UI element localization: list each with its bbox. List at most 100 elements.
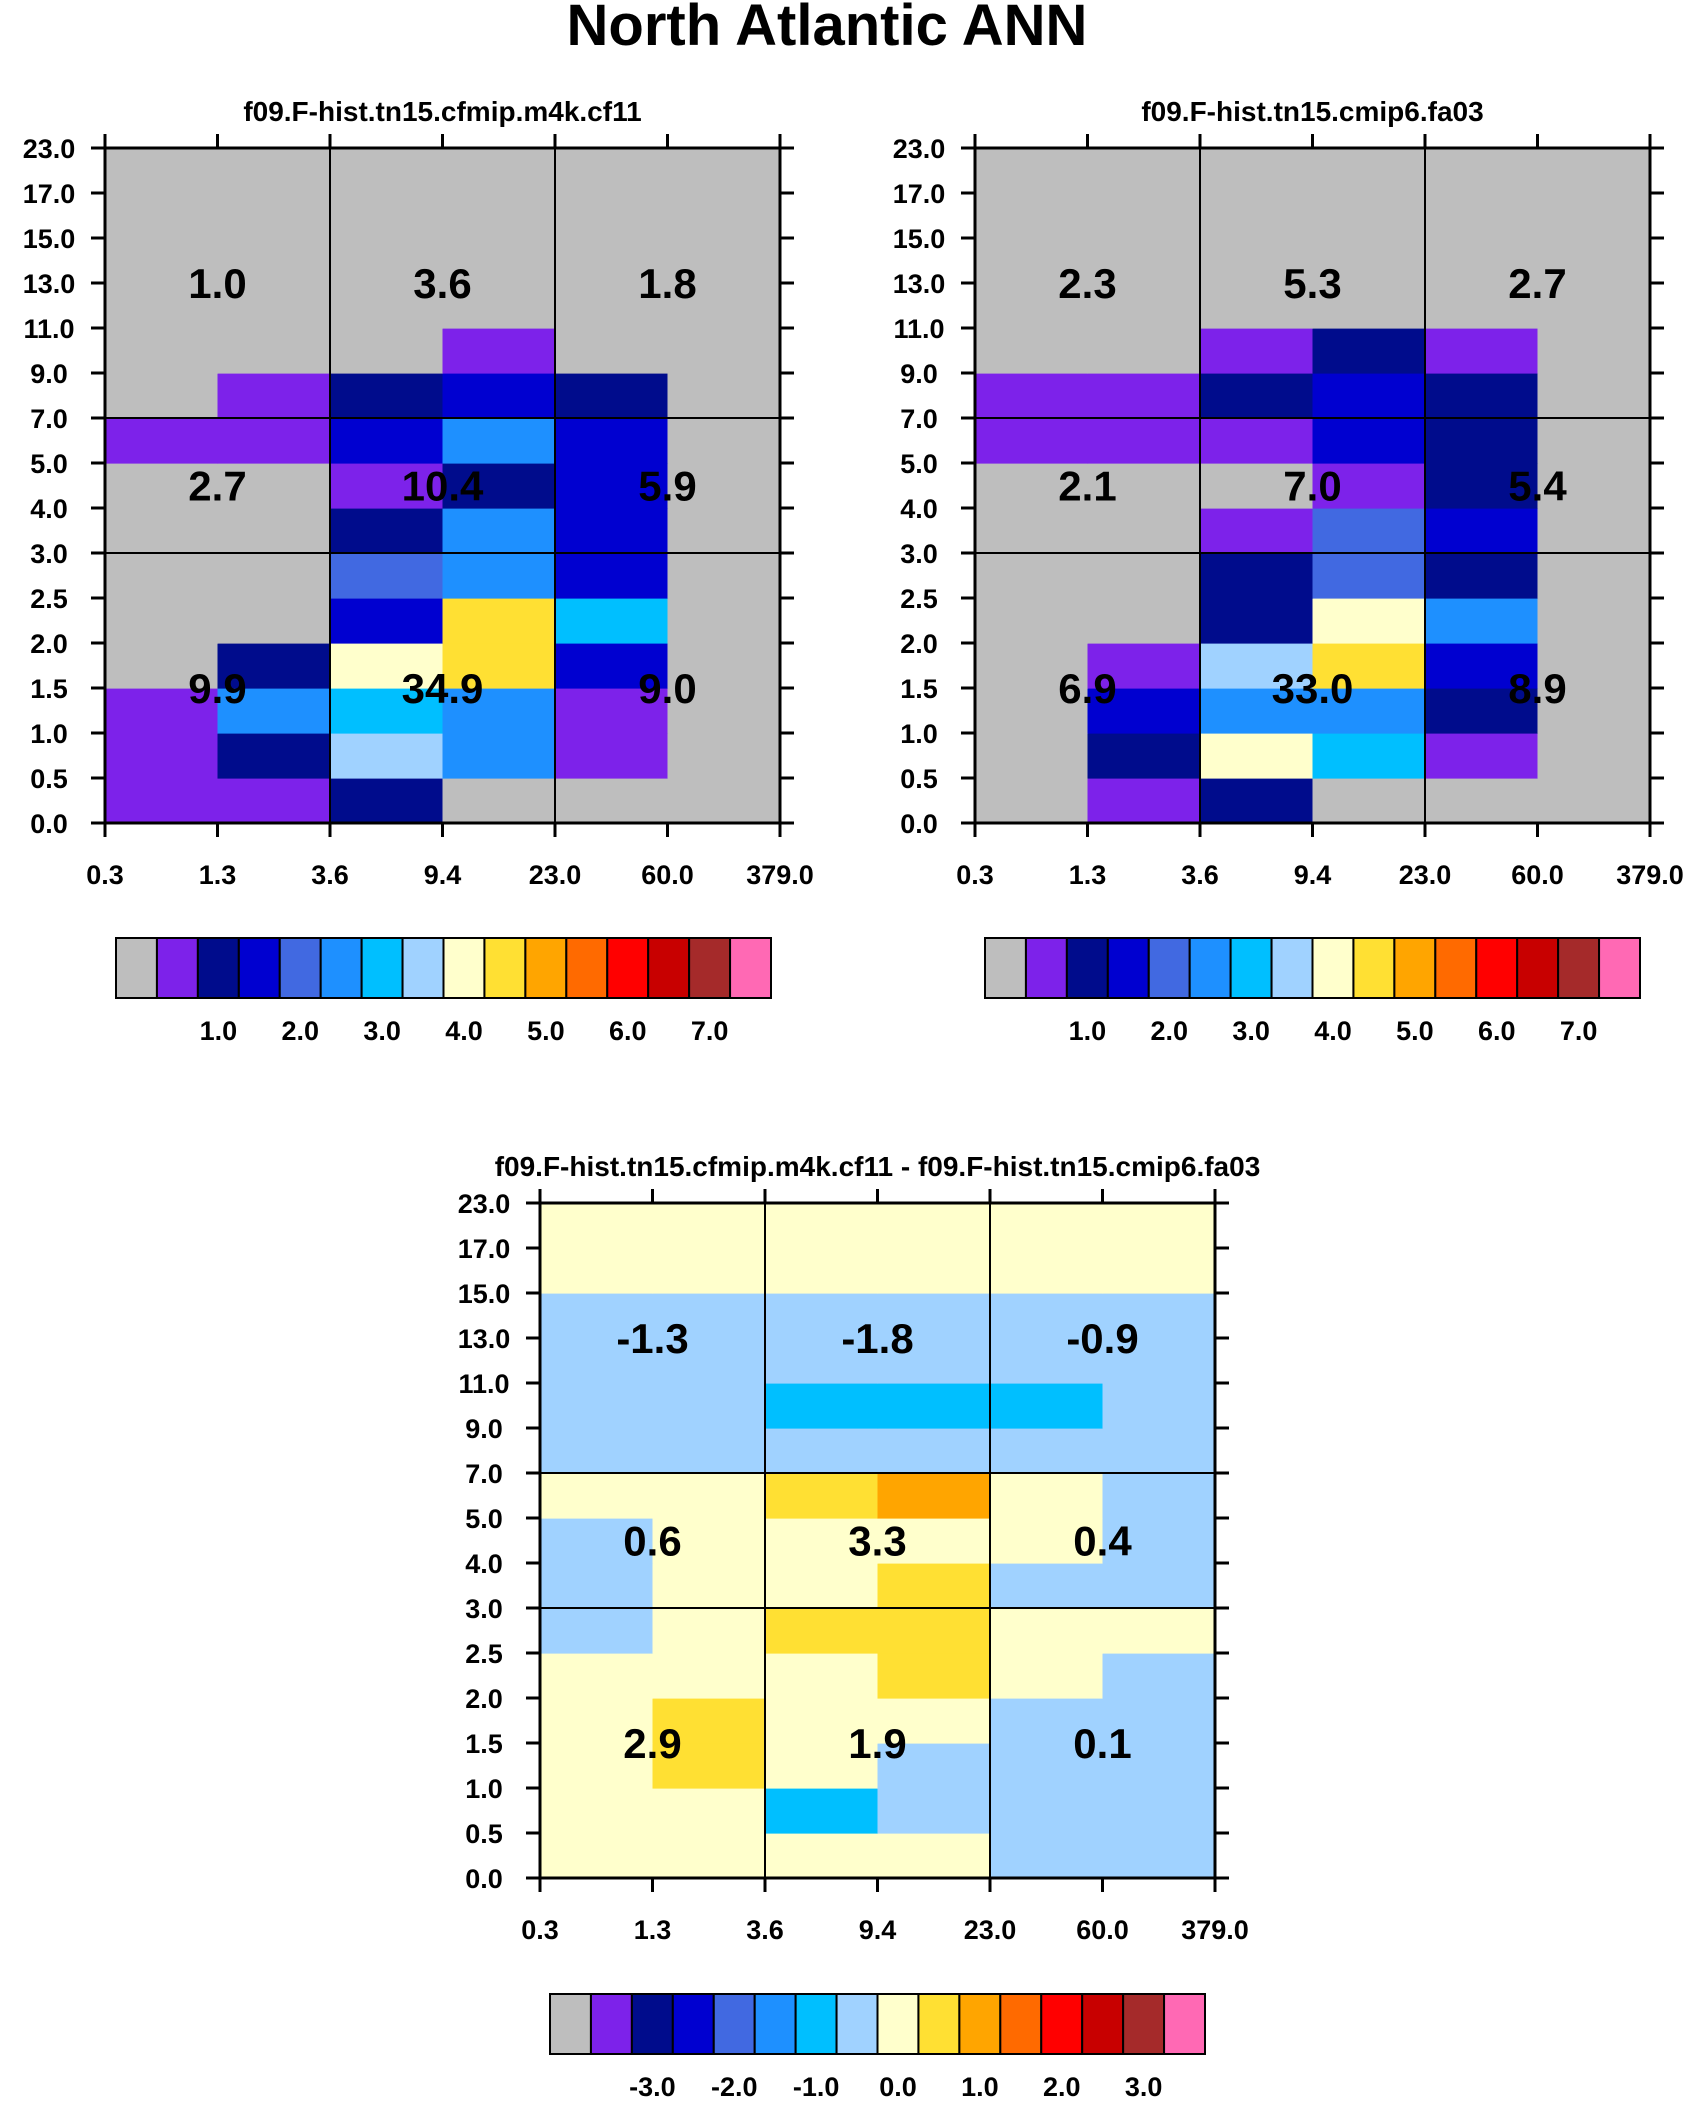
panel-title: f09.F-hist.tn15.cfmip.m4k.cf11 bbox=[243, 96, 641, 127]
colorbar-swatch bbox=[319, 937, 363, 999]
colorbar-swatch bbox=[958, 1993, 1002, 2055]
colorbar-swatch bbox=[1434, 937, 1478, 999]
heatmap-cell bbox=[442, 463, 556, 509]
figure-title: North Atlantic ANN bbox=[567, 0, 1088, 58]
heatmap-cell bbox=[330, 238, 444, 284]
panel-title: f09.F-hist.tn15.cmip6.fa03 bbox=[1141, 96, 1483, 127]
heatmap-cell bbox=[442, 328, 556, 374]
x-tick-label: 60.0 bbox=[641, 860, 694, 890]
heatmap-cell bbox=[975, 553, 1089, 599]
panel-1: 0.0 0.5 1.0 1.5 2.0 2.5 3.0 4.0 5.0 7.0 9.0 11.0 13.… bbox=[23, 96, 814, 1046]
heatmap-cell bbox=[877, 1563, 991, 1609]
heatmap-cell bbox=[540, 1518, 654, 1564]
colorbar-swatch bbox=[729, 937, 772, 999]
colorbar-swatch bbox=[565, 937, 609, 999]
heatmap-cell bbox=[442, 418, 556, 464]
panel-3: 0.0 0.5 1.0 1.5 2.0 2.5 3.0 4.0 5.0 7.0 9.0 11.0 13.… bbox=[458, 1151, 1261, 2102]
block-value: -1.3 bbox=[616, 1315, 688, 1362]
heatmap-cell bbox=[667, 778, 781, 824]
heatmap-cell bbox=[1537, 598, 1651, 644]
y-tick-label: 2.0 bbox=[30, 629, 68, 659]
y-tick-label: 2.5 bbox=[900, 584, 938, 614]
colorbar-swatch bbox=[688, 937, 732, 999]
heatmap-cell bbox=[105, 553, 219, 599]
heatmap-cell bbox=[442, 148, 556, 194]
block-value: 9.9 bbox=[188, 665, 246, 712]
heatmap-cell bbox=[1087, 643, 1201, 689]
heatmap-cell bbox=[652, 1518, 766, 1564]
heatmap-cell bbox=[1200, 148, 1314, 194]
colorbar-swatch bbox=[794, 1993, 838, 2055]
heatmap-cell bbox=[765, 1473, 879, 1519]
heatmap-cell bbox=[540, 1428, 654, 1474]
colorbar-swatch bbox=[1270, 937, 1314, 999]
block-value: 2.1 bbox=[1058, 463, 1116, 510]
y-tick-label: 0.0 bbox=[465, 1864, 503, 1894]
heatmap-cell bbox=[1537, 148, 1651, 194]
heatmap-cell bbox=[555, 283, 669, 329]
colorbar-label: 2.0 bbox=[1043, 2072, 1081, 2102]
heatmap-cell bbox=[1312, 328, 1426, 374]
heatmap-cell bbox=[1200, 283, 1314, 329]
heatmap-cell bbox=[667, 643, 781, 689]
y-tick-label: 9.0 bbox=[465, 1414, 503, 1444]
heatmap-cell bbox=[1200, 373, 1314, 419]
colorbar-swatch bbox=[876, 1993, 920, 2055]
heatmap-cell bbox=[1087, 598, 1201, 644]
x-tick-label: 9.4 bbox=[424, 860, 462, 890]
x-tick-label: 379.0 bbox=[1181, 1915, 1249, 1945]
colorbar-swatch bbox=[196, 937, 240, 999]
heatmap-cell bbox=[667, 193, 781, 239]
colorbar: 1.0 2.0 3.0 4.0 5.0 6.0 7.0 bbox=[984, 937, 1641, 1046]
y-tick-label: 2.0 bbox=[900, 629, 938, 659]
heatmap-cell bbox=[330, 508, 444, 554]
colorbar-swatch bbox=[1188, 937, 1232, 999]
heatmap-cell bbox=[540, 1608, 654, 1654]
x-tick-label: 0.3 bbox=[521, 1915, 559, 1945]
heatmap-cell bbox=[975, 598, 1089, 644]
block-value: 34.9 bbox=[402, 665, 484, 712]
heatmap-cell bbox=[1200, 508, 1314, 554]
heatmap-cell bbox=[765, 1698, 879, 1744]
colorbar-label: 1.0 bbox=[200, 1016, 238, 1046]
colorbar-swatch bbox=[1229, 937, 1273, 999]
heatmap-cell bbox=[105, 148, 219, 194]
heatmap-cell bbox=[330, 733, 444, 779]
colorbar-swatch bbox=[606, 937, 650, 999]
heatmap-cell bbox=[540, 1293, 654, 1339]
heatmap-cell bbox=[330, 463, 444, 509]
heatmap-cell bbox=[105, 418, 219, 464]
heatmap-cell bbox=[1087, 733, 1201, 779]
colorbar-swatch bbox=[1040, 1993, 1084, 2055]
heatmap-cell bbox=[990, 1653, 1104, 1699]
heatmap-cell bbox=[652, 1428, 766, 1474]
heatmap-cell bbox=[652, 1833, 766, 1879]
heatmap-cell bbox=[877, 1248, 991, 1294]
colorbar-swatch bbox=[1393, 937, 1437, 999]
heatmap-cell bbox=[555, 463, 669, 509]
colorbar-swatch bbox=[401, 937, 445, 999]
heatmap-cell bbox=[330, 598, 444, 644]
colorbar-label: 0.0 bbox=[879, 2072, 917, 2102]
heatmap-cell bbox=[555, 688, 669, 734]
heatmap-cell bbox=[217, 553, 331, 599]
heatmap-cell bbox=[555, 328, 669, 374]
block-value: 7.0 bbox=[1283, 463, 1341, 510]
heatmap-cell bbox=[877, 1428, 991, 1474]
heatmap-cell bbox=[990, 1473, 1104, 1519]
heatmap-cell bbox=[1425, 553, 1539, 599]
heatmap-cell bbox=[667, 328, 781, 374]
colorbar-swatch bbox=[442, 937, 486, 999]
heatmap-cell bbox=[330, 148, 444, 194]
heatmap-cell bbox=[877, 1833, 991, 1879]
colorbar-label: 2.0 bbox=[1150, 1016, 1188, 1046]
colorbar: 1.0 2.0 3.0 4.0 5.0 6.0 7.0 bbox=[115, 937, 772, 1046]
heatmap-cell bbox=[990, 1788, 1104, 1834]
heatmap-cell bbox=[667, 733, 781, 779]
heatmap-cell bbox=[990, 1248, 1104, 1294]
heatmap-cell bbox=[975, 418, 1089, 464]
heatmap-cell bbox=[975, 373, 1089, 419]
panel-2: 0.0 0.5 1.0 1.5 2.0 2.5 3.0 4.0 5.0 7.0 9.0 11.0 13.… bbox=[893, 96, 1684, 1046]
heatmap-cell bbox=[1537, 643, 1651, 689]
heatmap-cell bbox=[975, 778, 1089, 824]
